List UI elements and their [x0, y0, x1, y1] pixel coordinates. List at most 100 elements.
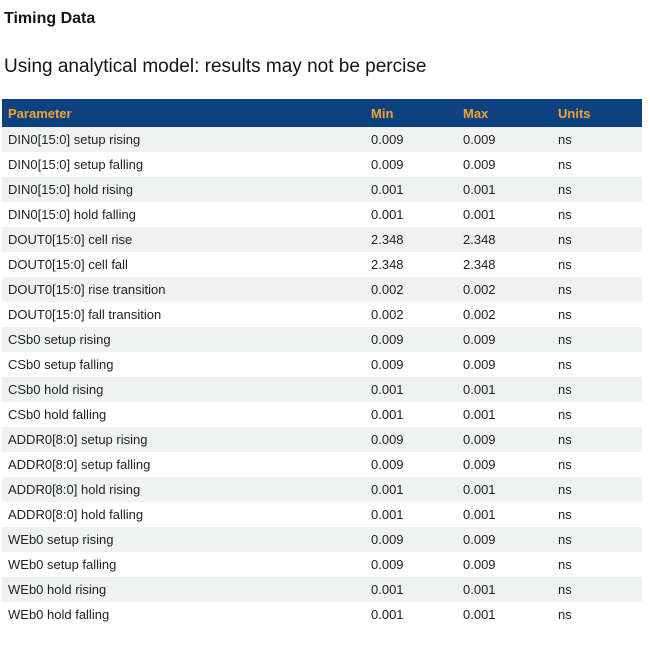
cell-max: 2.348 [463, 252, 558, 277]
cell-max: 0.001 [463, 202, 558, 227]
cell-max: 0.009 [463, 527, 558, 552]
cell-units: ns [558, 602, 642, 627]
table-row: WEb0 setup rising 0.009 0.009 ns [2, 527, 642, 552]
table-row: DIN0[15:0] setup rising 0.009 0.009 ns [2, 127, 642, 152]
cell-max: 0.001 [463, 602, 558, 627]
cell-min: 0.009 [371, 127, 463, 152]
cell-min: 0.002 [371, 277, 463, 302]
table-body: DIN0[15:0] setup rising 0.009 0.009 ns DIN0[… [2, 127, 642, 627]
table-row: ADDR0[8:0] setup rising 0.009 0.009 ns [2, 427, 642, 452]
cell-min: 0.001 [371, 377, 463, 402]
cell-units: ns [558, 152, 642, 177]
cell-min: 2.348 [371, 252, 463, 277]
cell-units: ns [558, 527, 642, 552]
table-row: CSb0 hold falling 0.001 0.001 ns [2, 402, 642, 427]
cell-units: ns [558, 352, 642, 377]
cell-max: 2.348 [463, 227, 558, 252]
cell-min: 0.009 [371, 352, 463, 377]
column-header-parameter: Parameter [2, 99, 371, 127]
cell-min: 0.002 [371, 302, 463, 327]
cell-max: 0.001 [463, 377, 558, 402]
cell-max: 0.002 [463, 302, 558, 327]
cell-min: 0.009 [371, 552, 463, 577]
cell-max: 0.001 [463, 402, 558, 427]
cell-parameter: DOUT0[15:0] cell rise [2, 227, 371, 252]
table-row: DOUT0[15:0] rise transition 0.002 0.002 ns [2, 277, 642, 302]
cell-max: 0.001 [463, 477, 558, 502]
cell-parameter: WEb0 hold falling [2, 602, 371, 627]
cell-max: 0.009 [463, 352, 558, 377]
cell-min: 0.009 [371, 452, 463, 477]
cell-parameter: WEb0 setup rising [2, 527, 371, 552]
cell-parameter: DOUT0[15:0] rise transition [2, 277, 371, 302]
cell-units: ns [558, 402, 642, 427]
table-row: DIN0[15:0] hold falling 0.001 0.001 ns [2, 202, 642, 227]
cell-max: 0.001 [463, 577, 558, 602]
cell-min: 0.001 [371, 202, 463, 227]
page-title: Timing Data [4, 10, 96, 27]
cell-parameter: ADDR0[8:0] setup falling [2, 452, 371, 477]
cell-parameter: DIN0[15:0] hold falling [2, 202, 371, 227]
table-row: DIN0[15:0] setup falling 0.009 0.009 ns [2, 152, 642, 177]
cell-units: ns [558, 377, 642, 402]
column-header-max: Max [463, 99, 558, 127]
cell-units: ns [558, 552, 642, 577]
table-row: DOUT0[15:0] cell rise 2.348 2.348 ns [2, 227, 642, 252]
cell-max: 0.009 [463, 327, 558, 352]
cell-parameter: ADDR0[8:0] hold falling [2, 502, 371, 527]
cell-min: 0.001 [371, 477, 463, 502]
table-row: ADDR0[8:0] hold falling 0.001 0.001 ns [2, 502, 642, 527]
cell-min: 0.001 [371, 402, 463, 427]
cell-max: 0.001 [463, 177, 558, 202]
cell-units: ns [558, 327, 642, 352]
cell-max: 0.001 [463, 502, 558, 527]
cell-units: ns [558, 227, 642, 252]
cell-units: ns [558, 302, 642, 327]
table-row: ADDR0[8:0] setup falling 0.009 0.009 ns [2, 452, 642, 477]
cell-min: 0.009 [371, 152, 463, 177]
table-row: ADDR0[8:0] hold rising 0.001 0.001 ns [2, 477, 642, 502]
cell-parameter: WEb0 hold rising [2, 577, 371, 602]
table-row: CSb0 setup falling 0.009 0.009 ns [2, 352, 642, 377]
cell-min: 0.009 [371, 527, 463, 552]
cell-max: 0.009 [463, 152, 558, 177]
cell-units: ns [558, 477, 642, 502]
cell-min: 0.001 [371, 502, 463, 527]
table-row: WEb0 setup falling 0.009 0.009 ns [2, 552, 642, 577]
cell-max: 0.002 [463, 277, 558, 302]
cell-parameter: DIN0[15:0] hold rising [2, 177, 371, 202]
cell-units: ns [558, 127, 642, 152]
table-row: CSb0 setup rising 0.009 0.009 ns [2, 327, 642, 352]
cell-units: ns [558, 277, 642, 302]
cell-max: 0.009 [463, 452, 558, 477]
cell-units: ns [558, 202, 642, 227]
table-row: WEb0 hold rising 0.001 0.001 ns [2, 577, 642, 602]
table-row: CSb0 hold rising 0.001 0.001 ns [2, 377, 642, 402]
table-row: DOUT0[15:0] cell fall 2.348 2.348 ns [2, 252, 642, 277]
cell-parameter: DIN0[15:0] setup rising [2, 127, 371, 152]
cell-min: 0.001 [371, 177, 463, 202]
cell-parameter: CSb0 setup falling [2, 352, 371, 377]
cell-units: ns [558, 502, 642, 527]
table-row: DIN0[15:0] hold rising 0.001 0.001 ns [2, 177, 642, 202]
cell-parameter: DOUT0[15:0] fall transition [2, 302, 371, 327]
cell-units: ns [558, 177, 642, 202]
cell-units: ns [558, 252, 642, 277]
cell-min: 0.001 [371, 602, 463, 627]
cell-min: 2.348 [371, 227, 463, 252]
cell-units: ns [558, 427, 642, 452]
cell-parameter: CSb0 setup rising [2, 327, 371, 352]
cell-units: ns [558, 452, 642, 477]
cell-parameter: DIN0[15:0] setup falling [2, 152, 371, 177]
cell-min: 0.009 [371, 327, 463, 352]
cell-max: 0.009 [463, 427, 558, 452]
cell-min: 0.001 [371, 577, 463, 602]
table-header-row: Parameter Min Max Units [2, 99, 642, 127]
table-row: DOUT0[15:0] fall transition 0.002 0.002 ns [2, 302, 642, 327]
page-subtitle: Using analytical model: results may not … [4, 56, 427, 77]
cell-parameter: DOUT0[15:0] cell fall [2, 252, 371, 277]
table-row: WEb0 hold falling 0.001 0.001 ns [2, 602, 642, 627]
cell-max: 0.009 [463, 552, 558, 577]
cell-max: 0.009 [463, 127, 558, 152]
timing-table: Parameter Min Max Units DIN0[15:0] setup… [2, 99, 642, 627]
